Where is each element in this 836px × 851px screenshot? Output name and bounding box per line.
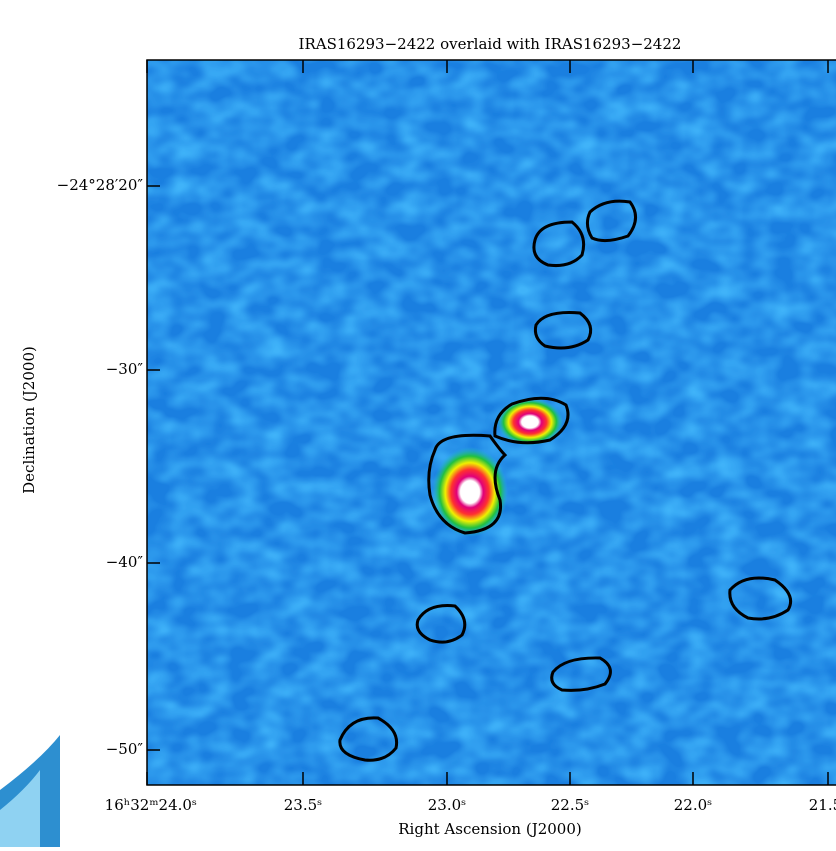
x-tick-label: 16ʰ32ᵐ24.0ˢ [105,796,197,814]
y-tick-label: −30″ [106,360,144,378]
y-tick-label: −24°28′20″ [57,176,144,194]
x-tick-label: 22.5ˢ [551,796,589,814]
y-tick-label: −40″ [106,553,144,571]
source-peak [432,447,508,537]
y-tick-label: −50″ [106,740,144,758]
x-tick-label: 23.0ˢ [428,796,466,814]
x-tick-label: 22.0ˢ [674,796,712,814]
x-axis-label: Right Ascension (J2000) [398,820,581,838]
contours [338,199,793,762]
x-tick-label: 23.5ˢ [284,796,322,814]
x-tick-label: 21.5ˢ [809,796,836,814]
source-peak [497,398,563,446]
y-axis-label: Declination (J2000) [20,346,38,494]
image-noise [147,60,836,785]
title: IRAS16293−2422 overlaid with IRAS16293−2… [299,35,682,53]
plot-frame [146,59,836,786]
corner-logo-inner [0,770,40,847]
